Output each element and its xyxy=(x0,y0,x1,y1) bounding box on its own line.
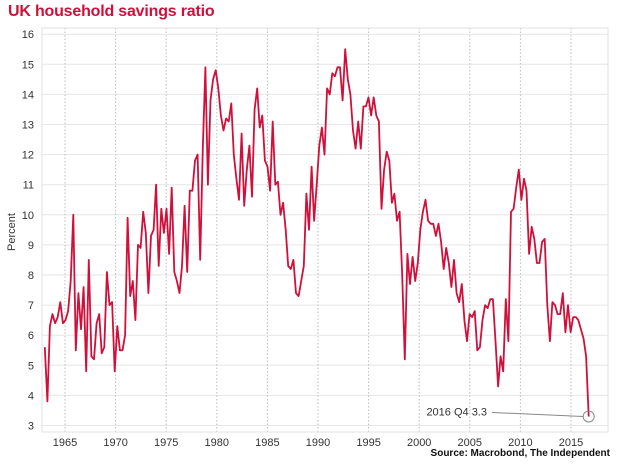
x-tick-label: 1980 xyxy=(205,437,229,449)
y-axis-ticks: 3 4 5 6 7 8 9 10 11 12 13 14 15 16 xyxy=(22,29,34,432)
y-tick-label: 15 xyxy=(22,59,34,71)
chart-title: UK household savings ratio xyxy=(8,3,215,20)
x-tick-label: 2010 xyxy=(508,437,532,449)
annotation-label: 2016 Q4 3.3 xyxy=(426,406,487,418)
x-tick-label: 2005 xyxy=(458,437,482,449)
x-axis-ticks: 1965 1970 1975 1980 1985 1990 1995 2000 2005 2010… xyxy=(53,437,583,449)
x-tick-label: 1990 xyxy=(306,437,330,449)
x-tick-label: 1965 xyxy=(53,437,77,449)
x-tick-label: 1985 xyxy=(255,437,279,449)
x-tick-label: 1970 xyxy=(103,437,127,449)
source-note: Source: Macrobond, The Independent xyxy=(430,448,610,459)
annotation-marker xyxy=(582,410,595,423)
y-tick-label: 8 xyxy=(28,270,34,282)
annotation-leader-line xyxy=(491,411,584,417)
y-tick-label: 3 xyxy=(28,421,34,433)
x-tick-label: 1995 xyxy=(356,437,380,449)
y-axis-label: Percent xyxy=(6,213,18,251)
y-tick-label: 16 xyxy=(22,29,34,41)
y-tick-label: 9 xyxy=(28,240,34,252)
x-tick-label: 2000 xyxy=(407,437,431,449)
series-line xyxy=(43,48,590,417)
y-tick-label: 14 xyxy=(22,89,34,101)
x-tick-label: 2015 xyxy=(559,437,583,449)
y-tick-label: 5 xyxy=(28,360,34,372)
plot-frame xyxy=(41,27,609,433)
x-tick-label: 1975 xyxy=(154,437,178,449)
y-tick-label: 10 xyxy=(22,210,34,222)
y-tick-label: 7 xyxy=(28,300,34,312)
y-tick-label: 12 xyxy=(22,150,34,162)
y-tick-label: 6 xyxy=(28,330,34,342)
y-tick-label: 13 xyxy=(22,120,34,132)
annotation: 2016 Q4 3.3 xyxy=(426,406,595,423)
y-tick-label: 11 xyxy=(23,180,34,192)
y-tick-label: 4 xyxy=(28,390,34,402)
